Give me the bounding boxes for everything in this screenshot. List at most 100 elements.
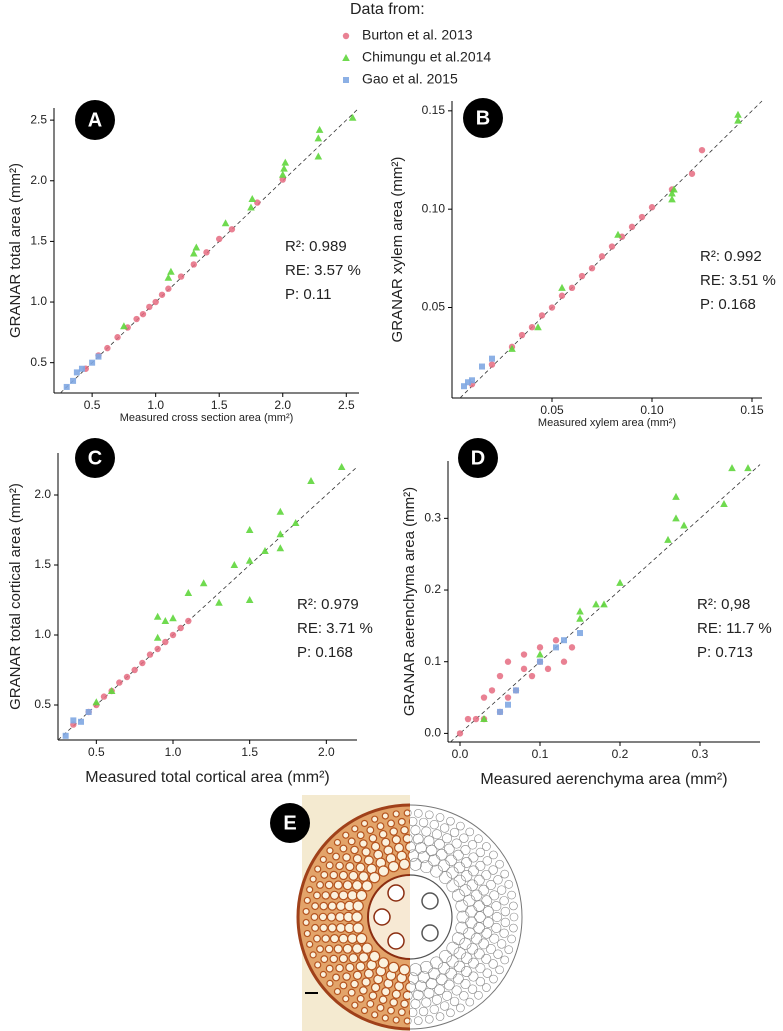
cell xyxy=(417,970,430,984)
cell xyxy=(333,987,342,996)
cell xyxy=(439,871,452,885)
cell xyxy=(392,810,400,818)
xylem xyxy=(387,932,405,950)
point xyxy=(152,298,159,306)
cell xyxy=(329,870,339,880)
cell xyxy=(303,929,311,938)
cell xyxy=(429,819,439,830)
cell xyxy=(306,940,314,948)
cell xyxy=(333,880,343,890)
cell xyxy=(460,952,473,964)
cell xyxy=(412,833,424,845)
cell xyxy=(455,921,469,935)
point xyxy=(78,365,85,372)
annotation: P: 0.11 xyxy=(285,286,331,303)
point xyxy=(598,253,606,260)
cell xyxy=(475,963,486,974)
point xyxy=(190,261,197,268)
cell xyxy=(410,809,412,817)
cell xyxy=(352,922,364,934)
x-tick-label: 1.5 xyxy=(241,745,258,759)
cell xyxy=(491,911,502,922)
x-tick-label: 2.0 xyxy=(318,745,335,759)
cell xyxy=(329,890,340,901)
cell xyxy=(316,880,325,889)
cell xyxy=(491,922,502,933)
y-tick-label: 2.0 xyxy=(34,487,51,501)
point xyxy=(698,146,706,154)
point xyxy=(184,589,193,596)
point xyxy=(734,110,742,118)
cell xyxy=(351,943,363,954)
cell xyxy=(361,942,373,954)
cell xyxy=(496,885,507,895)
x-axis-label: Measured xylem area (mm²) xyxy=(538,417,676,429)
cell xyxy=(481,895,493,907)
point xyxy=(568,644,576,651)
x-tick-label: 0.10 xyxy=(640,403,664,417)
cell xyxy=(509,912,519,922)
point xyxy=(560,658,568,665)
cell xyxy=(434,838,445,850)
cell xyxy=(456,1003,465,1013)
cell xyxy=(321,891,331,900)
point xyxy=(158,291,166,298)
panel-label: E xyxy=(283,812,296,834)
point xyxy=(177,624,184,632)
cell xyxy=(412,989,424,1001)
cell xyxy=(329,954,339,964)
cell xyxy=(303,896,311,905)
cell xyxy=(488,865,498,875)
point xyxy=(616,578,624,586)
point xyxy=(497,708,503,715)
cell xyxy=(465,997,475,1007)
panel-badge xyxy=(75,100,115,140)
cell xyxy=(509,901,518,911)
cell xyxy=(324,880,334,890)
cell xyxy=(443,843,455,855)
x-tick-label: 1.0 xyxy=(165,745,182,759)
cell xyxy=(443,979,455,991)
cell xyxy=(321,934,331,943)
point xyxy=(558,283,566,291)
point xyxy=(70,377,77,384)
cell xyxy=(391,989,402,999)
cell xyxy=(351,880,363,891)
annotation: RE: 3.57 % xyxy=(285,262,361,279)
cell xyxy=(361,977,371,987)
cell xyxy=(413,1016,423,1025)
cell xyxy=(439,823,450,833)
y-tick-label: 0.1 xyxy=(424,654,441,668)
cell xyxy=(313,891,321,900)
point xyxy=(561,637,567,644)
cell xyxy=(474,834,483,844)
cell xyxy=(378,995,388,1005)
annotation: P: 0.713 xyxy=(697,644,753,661)
cell xyxy=(428,854,441,867)
cell xyxy=(351,911,363,923)
cell xyxy=(314,865,322,873)
cell xyxy=(358,871,370,882)
cell xyxy=(392,1016,400,1024)
point xyxy=(245,596,254,603)
cell xyxy=(418,817,429,828)
point xyxy=(672,492,680,500)
cell xyxy=(475,976,486,987)
schematic xyxy=(410,804,523,1030)
cell xyxy=(348,953,359,964)
cell xyxy=(391,835,402,845)
point xyxy=(314,152,323,160)
panel-badge xyxy=(458,438,498,478)
cell xyxy=(504,945,514,954)
cell xyxy=(435,813,445,822)
point xyxy=(230,561,239,568)
cell xyxy=(429,1004,439,1015)
cell xyxy=(348,870,359,881)
cell xyxy=(410,833,413,844)
legend-label: Gao et al. 2015 xyxy=(362,71,458,87)
y-tick-label: 0.2 xyxy=(424,582,441,596)
cell xyxy=(342,831,350,839)
cell xyxy=(355,932,368,945)
cell xyxy=(302,918,310,927)
cell xyxy=(474,990,483,1000)
